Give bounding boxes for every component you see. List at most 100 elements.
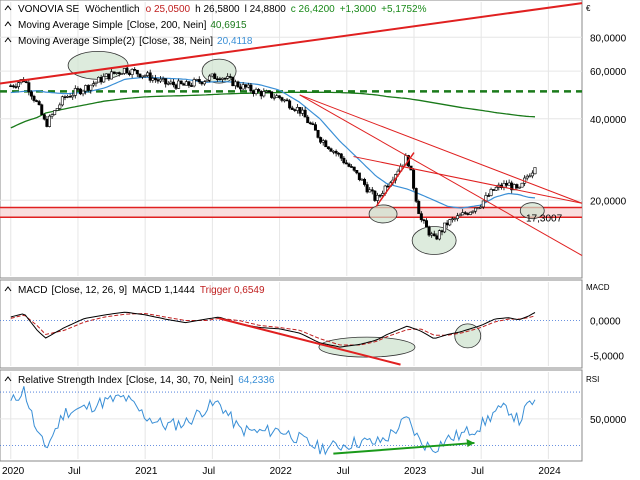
legend-ma38-name: Moving Average Simple(2) xyxy=(18,36,135,47)
legend-ma38-swatch-icon xyxy=(4,37,12,43)
x-tick-label: Jul xyxy=(337,466,350,477)
rsi-value: 64,2336 xyxy=(238,375,275,386)
candle xyxy=(507,182,511,186)
candle xyxy=(115,72,119,74)
candle xyxy=(66,96,70,98)
candle xyxy=(427,226,431,236)
rsi-title: Relative Strength Index xyxy=(18,375,122,386)
candle xyxy=(107,73,111,80)
candle xyxy=(177,80,181,89)
candle xyxy=(156,79,160,82)
candle xyxy=(76,88,80,90)
candle xyxy=(324,140,328,148)
candle xyxy=(288,100,292,109)
candle xyxy=(68,96,72,98)
candle xyxy=(259,91,263,97)
quote-change-pct: +5,1752% xyxy=(381,4,426,15)
rsi-tick-label: 50,0000 xyxy=(590,415,627,426)
candle xyxy=(262,91,266,97)
candle xyxy=(143,75,147,77)
rsi-header: Relative Strength Index [Close, 14, 30, 7… xyxy=(18,375,275,386)
candle xyxy=(53,110,57,115)
candle xyxy=(319,137,323,143)
candle xyxy=(81,90,85,95)
candle xyxy=(9,85,13,87)
candle xyxy=(368,189,372,193)
macd-line xyxy=(10,311,536,348)
support-zone xyxy=(0,207,582,218)
candle xyxy=(293,109,297,111)
candle xyxy=(174,84,178,89)
candle xyxy=(321,140,325,143)
candle xyxy=(40,104,44,115)
candle xyxy=(128,72,132,75)
candle xyxy=(241,84,245,90)
candle xyxy=(190,85,194,87)
candle xyxy=(533,167,537,175)
candle xyxy=(42,114,46,120)
candle xyxy=(14,86,18,88)
candle xyxy=(311,123,315,125)
x-tick-label: 2020 xyxy=(2,466,25,477)
candle xyxy=(515,184,519,189)
axis-labels: 2020 Jul 2021 Jul 2022 Jul 2023 Jul 2024 80,0000 6… xyxy=(2,33,627,477)
macd-trigger: Trigger 0,6549 xyxy=(200,285,265,296)
candle xyxy=(301,109,305,114)
candle xyxy=(89,84,93,91)
candle xyxy=(432,233,436,237)
candle xyxy=(249,84,253,92)
candle xyxy=(275,95,279,98)
candle xyxy=(197,79,201,83)
candle xyxy=(257,89,261,92)
candle xyxy=(208,75,212,81)
candle xyxy=(153,77,157,80)
candle xyxy=(332,150,336,153)
candle xyxy=(422,219,426,222)
candle xyxy=(445,222,449,226)
candle xyxy=(254,89,258,94)
candle xyxy=(435,235,439,240)
candle xyxy=(267,90,271,93)
candle xyxy=(365,184,369,193)
candle xyxy=(357,172,361,180)
candle xyxy=(164,78,168,85)
candle xyxy=(112,71,116,74)
candle xyxy=(474,207,478,212)
candle xyxy=(233,81,237,87)
macd-axis-label: MACD xyxy=(586,283,610,292)
rsi-divergence-arrow xyxy=(333,441,475,455)
macd-highlight-ellipse xyxy=(454,323,482,349)
candle xyxy=(140,75,144,78)
rsi-line xyxy=(10,386,536,456)
candle xyxy=(159,78,163,82)
candle xyxy=(37,101,41,106)
candle xyxy=(525,175,529,179)
candle xyxy=(109,71,113,80)
candle xyxy=(29,91,33,97)
candle xyxy=(277,95,281,98)
rsi-panel-frame xyxy=(0,369,583,462)
candle xyxy=(463,212,467,214)
x-tick-label: 2022 xyxy=(270,466,293,477)
candle xyxy=(455,215,459,219)
candle xyxy=(16,82,20,88)
candle xyxy=(370,189,374,192)
candle xyxy=(492,189,496,191)
candle xyxy=(148,72,152,81)
candle xyxy=(471,210,475,213)
currency-label: € xyxy=(586,4,591,13)
candle xyxy=(91,83,95,86)
candle xyxy=(239,86,243,90)
candle xyxy=(378,194,382,197)
candle xyxy=(236,81,240,88)
legend-ma38-value: 20,4118 xyxy=(217,36,253,47)
candle xyxy=(342,157,346,164)
x-tick-label: Jul xyxy=(202,466,215,477)
candle xyxy=(213,73,217,80)
highlight-ellipse xyxy=(368,204,398,224)
macd-title: MACD xyxy=(18,285,47,296)
candle xyxy=(171,81,175,86)
candle xyxy=(440,230,444,233)
candle xyxy=(104,73,108,77)
